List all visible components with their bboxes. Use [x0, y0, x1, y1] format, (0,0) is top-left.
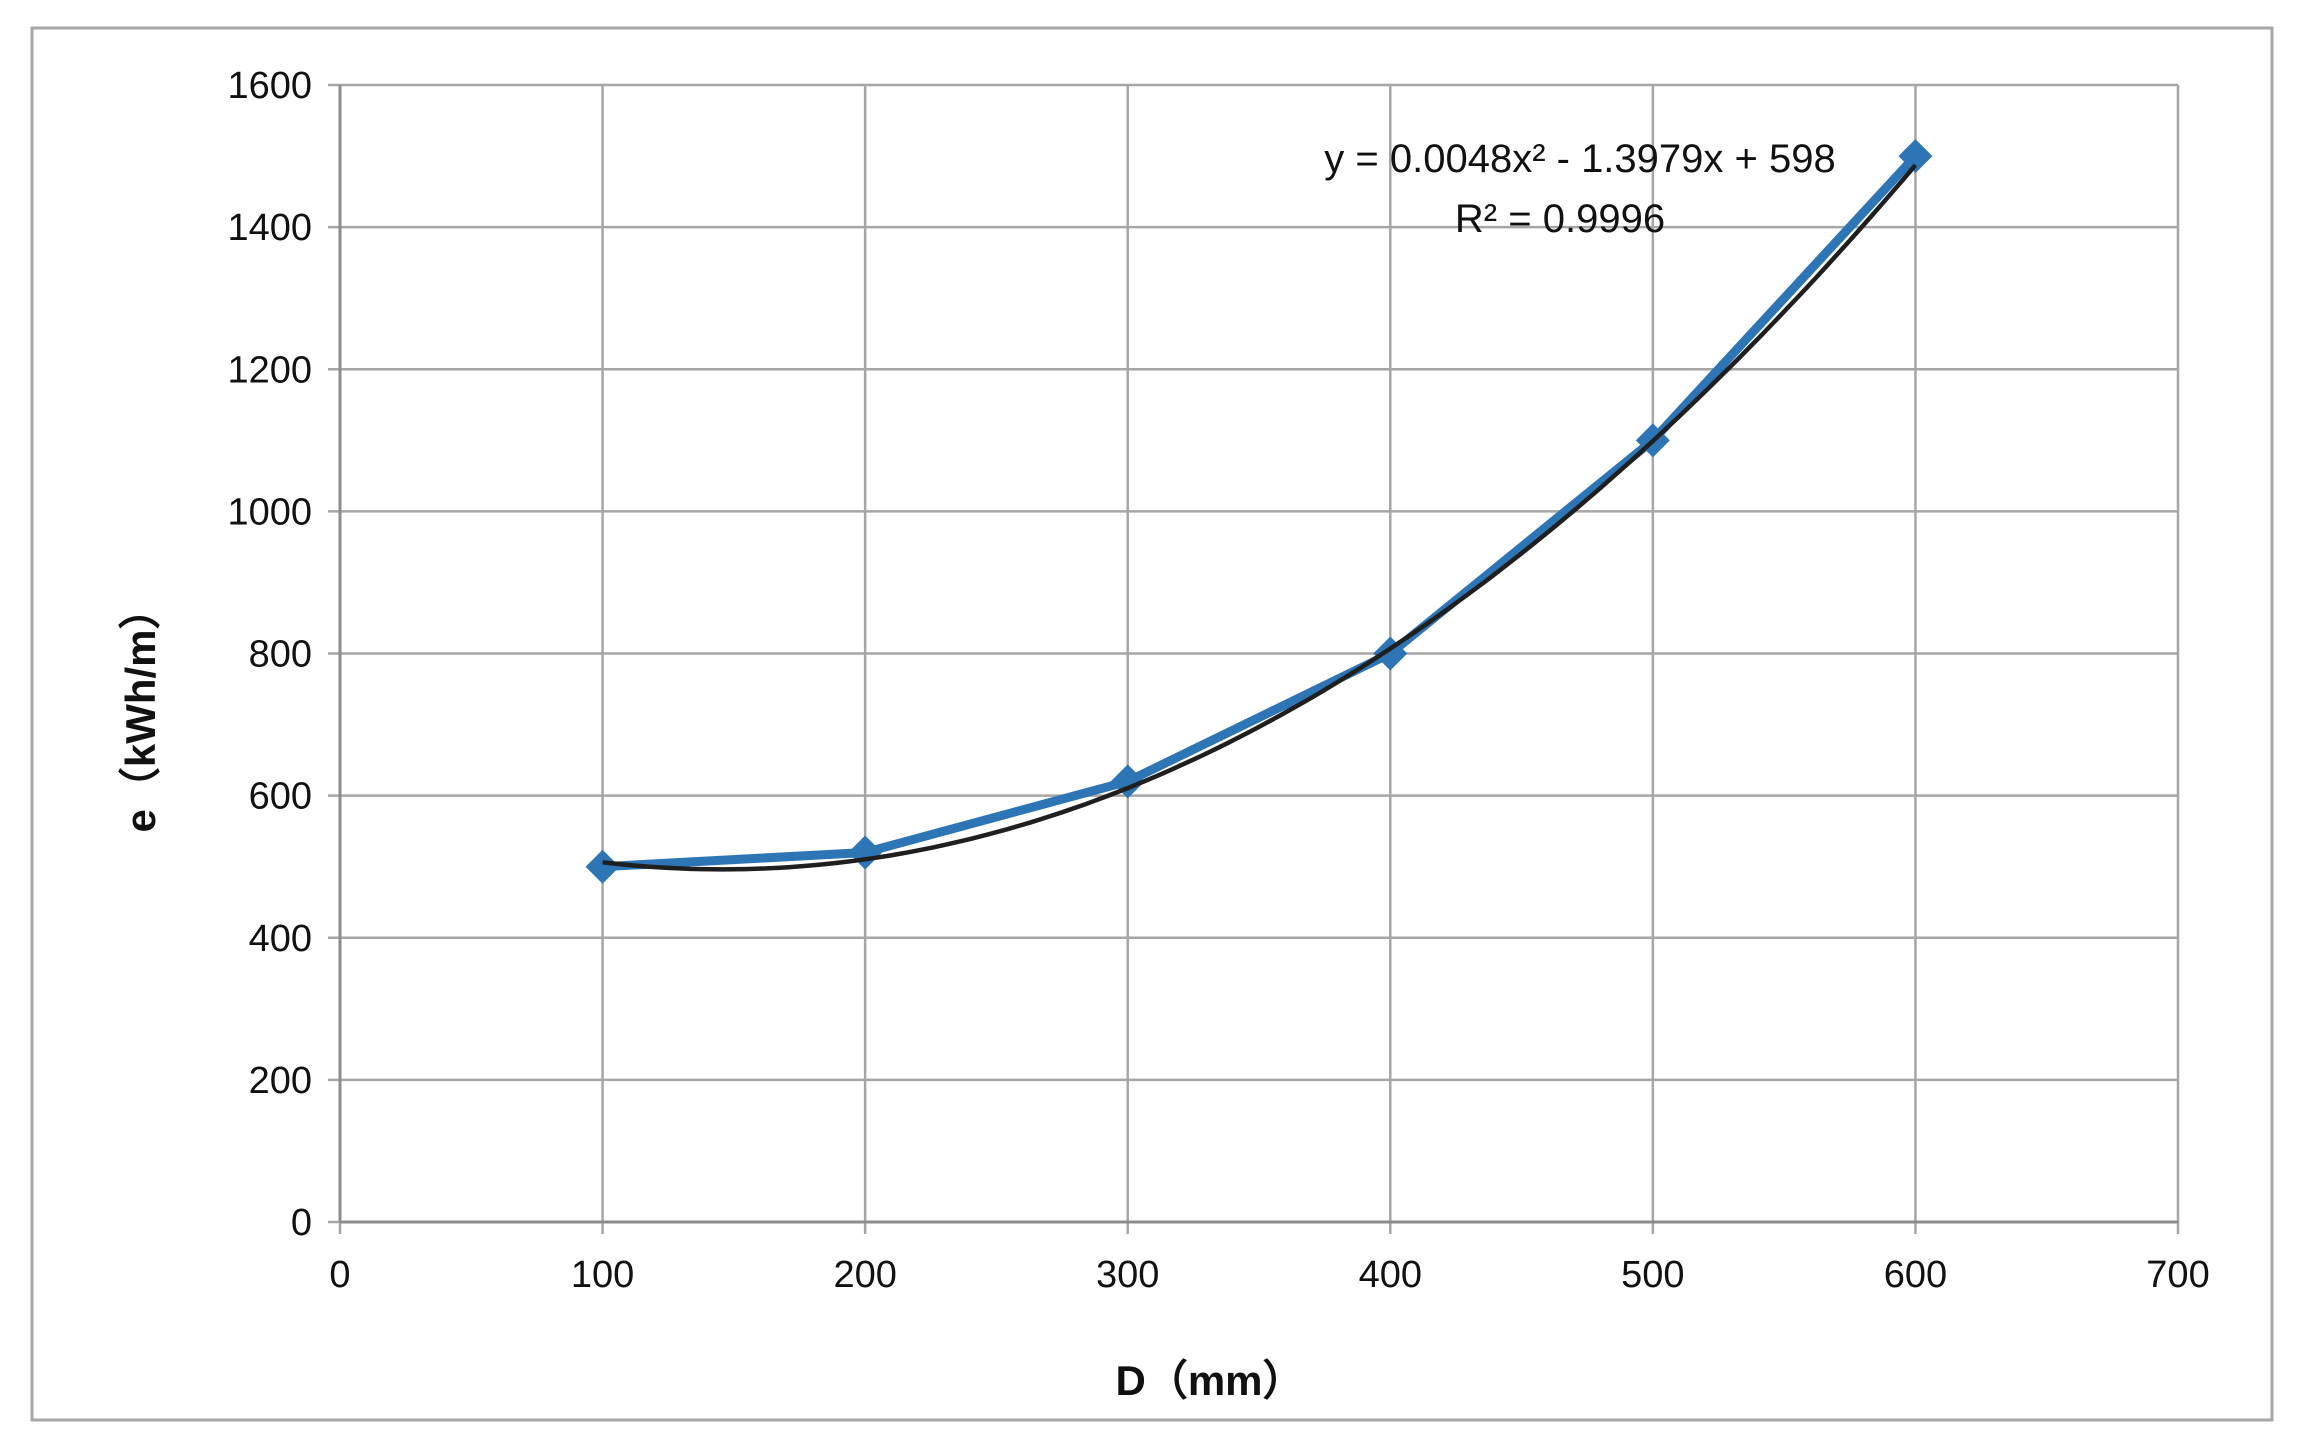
trendline — [602, 163, 1918, 872]
x-tick-label: 700 — [2146, 1254, 2209, 1296]
y-tick-label: 800 — [249, 634, 312, 676]
x-tick-label: 100 — [571, 1254, 634, 1296]
y-tick-label: 0 — [291, 1202, 312, 1244]
y-tick-label: 1400 — [227, 207, 312, 249]
y-tick-label: 400 — [249, 918, 312, 960]
r-squared-label: R² = 0.9996 — [1455, 197, 1665, 241]
axis-layer — [328, 83, 2180, 1234]
y-tick-label: 1200 — [227, 349, 312, 391]
series-layer — [585, 139, 1933, 884]
x-tick-label: 0 — [329, 1254, 350, 1296]
y-tick-label: 200 — [249, 1060, 312, 1102]
data-point-marker — [1898, 139, 1933, 174]
x-tick-label: 600 — [1884, 1254, 1947, 1296]
chart-border — [30, 26, 2274, 1422]
y-axis-title: e（kWh/m） — [117, 587, 164, 832]
data-point-marker — [585, 849, 620, 884]
x-tick-label: 400 — [1359, 1254, 1422, 1296]
series-line — [602, 153, 1919, 872]
annotation-layer: y = 0.0048x² - 1.3979x + 598 R² = 0.9996 — [1324, 137, 1835, 241]
y-tick-label: 1000 — [227, 491, 312, 533]
y-tick-label: 1600 — [227, 65, 312, 107]
x-tick-label: 300 — [1096, 1254, 1159, 1296]
x-tick-label: 200 — [833, 1254, 896, 1296]
trendline-equation: y = 0.0048x² - 1.3979x + 598 — [1324, 137, 1835, 181]
x-tick-label: 500 — [1621, 1254, 1684, 1296]
tick-layer: 0 200 400 600 800 1000 1200 1400 1600 0 100 200 300 4… — [227, 65, 2209, 1296]
y-tick-label: 600 — [249, 776, 312, 818]
x-axis-title: D（mm） — [1115, 1357, 1304, 1404]
